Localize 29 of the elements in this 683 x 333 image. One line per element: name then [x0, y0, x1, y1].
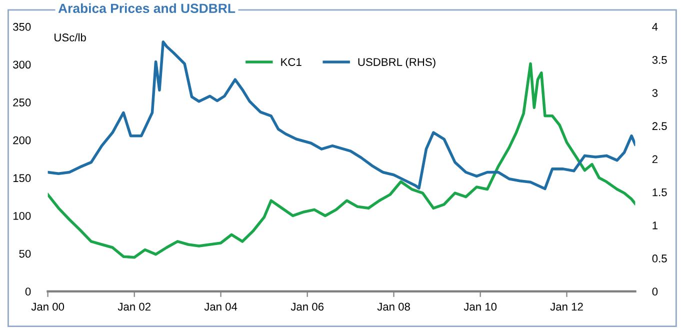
y-tick-label: 150 [13, 174, 31, 182]
legend-label: USDBRL (RHS) [358, 58, 436, 68]
y2-tick-label: 1 [652, 222, 658, 230]
y2-tick-label: 3.5 [652, 56, 667, 64]
y2-tick-label: 2.5 [652, 122, 667, 130]
y-axis-title: USc/lb [54, 33, 86, 42]
y-tick-label: 250 [13, 98, 31, 106]
chart-title: Arabica Prices and USDBRL [58, 3, 236, 14]
y2-tick-label: 1.5 [652, 188, 667, 196]
legend-label: KC1 [281, 58, 302, 66]
y-tick-label: 0 [25, 288, 31, 296]
x-tick-label: Jan 04 [204, 302, 238, 311]
x-tick-label: Jan 10 [464, 302, 497, 311]
y-tick-label: 300 [13, 60, 31, 69]
x-tick-label: Jan 00 [31, 302, 64, 311]
y2-tick-label: 0 [652, 288, 658, 296]
x-tick-label: Jan 06 [290, 302, 324, 311]
y-tick-label: 100 [13, 212, 31, 220]
y-tick-label: 50 [19, 250, 31, 258]
x-tick-label: Jan 02 [118, 302, 150, 311]
y-tick-label: 350 [13, 22, 31, 31]
x-tick-label: Jan 08 [377, 302, 410, 311]
y2-tick-label: 2 [652, 155, 658, 164]
y2-tick-label: 4 [652, 23, 658, 31]
x-tick-label: Jan 12 [550, 302, 583, 311]
line-series [48, 40, 636, 190]
y2-tick-label: 3 [652, 89, 658, 97]
y2-tick-label: 0.5 [652, 254, 667, 262]
y-tick-label: 200 [13, 136, 31, 144]
